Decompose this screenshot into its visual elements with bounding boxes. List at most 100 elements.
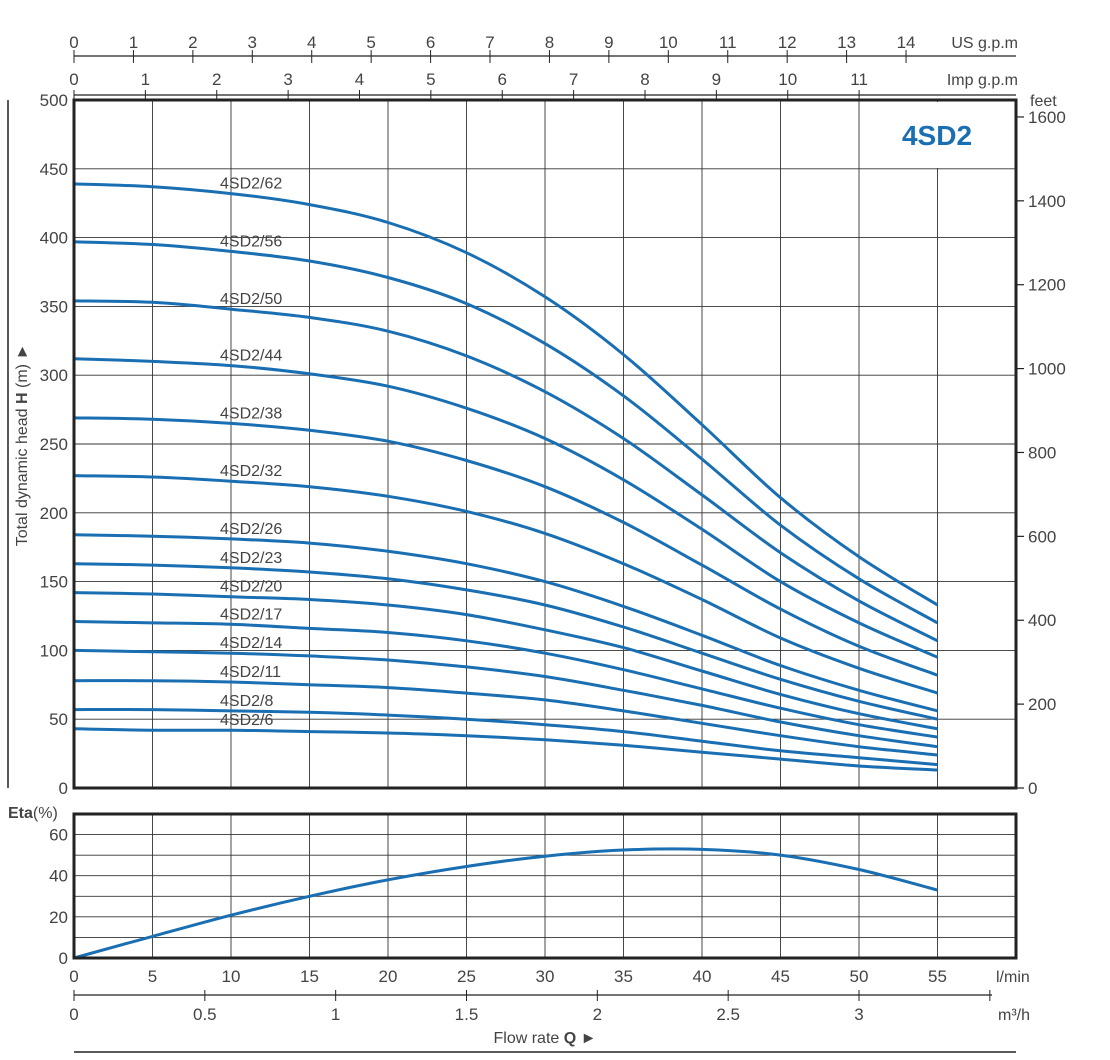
eta-curve <box>73 847 938 960</box>
y-tick-label: 350 <box>40 297 68 316</box>
curve-4SD2-23 <box>73 562 938 721</box>
curve-4SD2-8 <box>73 707 938 767</box>
title-box <box>860 102 1014 168</box>
us-gpm-axis-label: US g.p.m <box>951 35 1018 52</box>
curve-label: 4SD2/17 <box>220 606 282 623</box>
imp-gpm-tick-label: 10 <box>778 70 797 89</box>
us-gpm-tick-label: 10 <box>659 33 678 52</box>
imp-gpm-tick-label: 1 <box>141 70 150 89</box>
curve-label: 4SD2/44 <box>220 348 282 365</box>
curve-4SD2-38 <box>73 416 939 677</box>
curve-label: 4SD2/23 <box>220 550 282 567</box>
eta-tick-label: 0 <box>59 949 68 968</box>
lmin-tick-label: 25 <box>457 967 476 986</box>
head-plot-frame <box>72 98 1018 790</box>
y2-tick-label: 400 <box>1028 611 1056 630</box>
curve-label: 4SD2/32 <box>220 463 282 480</box>
m3h-tick-label: 3 <box>854 1005 863 1024</box>
y-tick-label: 400 <box>40 229 68 248</box>
m3h-tick-label: 2.5 <box>716 1005 740 1024</box>
us-gpm-tick-label: 6 <box>426 33 435 52</box>
imp-gpm-tick-label: 11 <box>850 70 868 89</box>
m3h-axis-label: m³/h <box>998 1007 1030 1024</box>
curve-label: 4SD2/56 <box>220 233 282 250</box>
curves-layer <box>73 182 939 960</box>
curve-label: 4SD2/38 <box>220 405 282 422</box>
lmin-tick-label: 35 <box>614 967 633 986</box>
m3h-tick-label: 0 <box>69 1005 78 1024</box>
curve-label: 4SD2/8 <box>220 693 273 710</box>
frame-layer <box>7 50 1024 1053</box>
y-tick-label: 200 <box>40 504 68 523</box>
curve-label: 4SD2/50 <box>220 291 282 308</box>
chart-title: 4SD2 <box>902 120 972 151</box>
curve-4SD2-56 <box>73 240 939 625</box>
curve-4SD2-11 <box>73 679 938 757</box>
lmin-tick-label: 5 <box>148 967 157 986</box>
y-tick-label: 50 <box>49 710 68 729</box>
imp-gpm-tick-label: 3 <box>283 70 292 89</box>
curve-4SD2-26 <box>73 533 938 713</box>
us-gpm-tick-label: 3 <box>248 33 257 52</box>
grid-layer <box>74 99 1016 959</box>
us-gpm-tick-label: 9 <box>604 33 613 52</box>
curve-label: 4SD2/20 <box>220 579 282 596</box>
x-axis-label: Flow rate Q ► <box>494 1030 597 1047</box>
eta-tick-label: 20 <box>49 908 68 927</box>
eta-tick-label: 40 <box>49 867 68 886</box>
lmin-tick-label: 10 <box>222 967 241 986</box>
y-tick-label: 0 <box>59 779 68 798</box>
curve-4SD2-44 <box>73 357 939 659</box>
curve-4SD2-14 <box>73 648 938 749</box>
imp-gpm-tick-label: 6 <box>498 70 507 89</box>
y-tick-label: 250 <box>40 435 68 454</box>
imp-gpm-tick-label: 2 <box>212 70 221 89</box>
imp-gpm-tick-label: 4 <box>355 70 364 89</box>
y-tick-label: 500 <box>40 91 68 110</box>
y2-tick-label: 1400 <box>1028 192 1066 211</box>
eta-plot-frame <box>72 812 1018 960</box>
eta-axis-label: Eta(%) <box>8 805 58 822</box>
y2-axis-label: feet <box>1030 93 1057 110</box>
m3h-tick-label: 1.5 <box>455 1005 479 1024</box>
lmin-tick-label: 55 <box>928 967 947 986</box>
lmin-axis-label: l/min <box>996 969 1030 986</box>
curve-label: 4SD2/62 <box>220 176 282 193</box>
m3h-tick-label: 0.5 <box>193 1005 217 1024</box>
imp-gpm-tick-label: 0 <box>69 70 78 89</box>
y2-tick-label: 800 <box>1028 443 1056 462</box>
us-gpm-tick-label: 2 <box>188 33 197 52</box>
us-gpm-tick-label: 14 <box>897 33 916 52</box>
lmin-tick-label: 15 <box>300 967 319 986</box>
lmin-tick-label: 20 <box>379 967 398 986</box>
curve-label: 4SD2/11 <box>220 664 281 681</box>
lmin-tick-label: 30 <box>536 967 555 986</box>
imp-gpm-tick-label: 7 <box>569 70 578 89</box>
m3h-tick-label: 2 <box>593 1005 602 1024</box>
curve-4SD2-6 <box>73 727 938 772</box>
y-tick-label: 450 <box>40 160 68 179</box>
us-gpm-tick-label: 7 <box>485 33 494 52</box>
curve-4SD2-32 <box>73 474 938 695</box>
us-gpm-tick-label: 11 <box>719 33 737 52</box>
curve-4SD2-62 <box>73 182 939 607</box>
curve-4SD2-50 <box>73 299 939 643</box>
y-axis-label: Total dynamic head H (m) ► <box>14 344 31 547</box>
curve-4SD2-20 <box>73 591 938 731</box>
y2-tick-label: 0 <box>1028 779 1037 798</box>
us-gpm-tick-label: 12 <box>778 33 797 52</box>
us-gpm-tick-label: 13 <box>837 33 856 52</box>
us-gpm-tick-label: 4 <box>307 33 316 52</box>
lmin-tick-label: 50 <box>850 967 869 986</box>
curve-4SD2-17 <box>73 620 938 739</box>
labels-layer: 0501001502002503003504004505000200400600… <box>8 33 1066 1047</box>
us-gpm-tick-label: 8 <box>545 33 554 52</box>
curve-label: 4SD2/6 <box>220 712 273 729</box>
imp-gpm-tick-label: 5 <box>426 70 435 89</box>
eta-tick-label: 60 <box>49 826 68 845</box>
curve-label: 4SD2/26 <box>220 521 282 538</box>
y2-tick-label: 1200 <box>1028 276 1066 295</box>
lmin-tick-label: 45 <box>771 967 790 986</box>
imp-gpm-axis-label: Imp g.p.m <box>947 72 1018 89</box>
